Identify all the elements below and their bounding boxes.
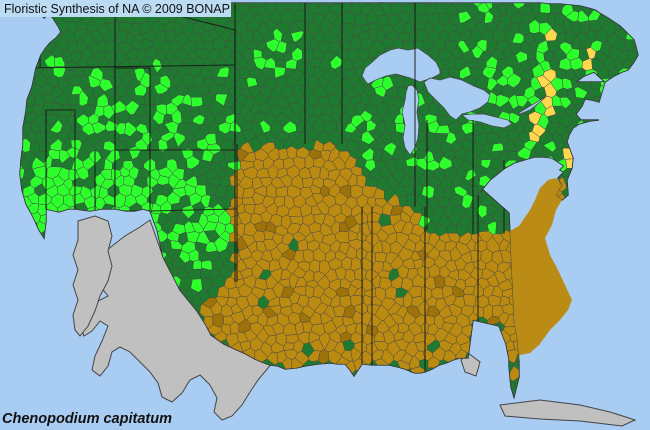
svg-text:Floristic Synthesis of NA © 20: Floristic Synthesis of NA © 2009 BONAP bbox=[4, 2, 230, 16]
svg-text:Chenopodium capitatum: Chenopodium capitatum bbox=[2, 411, 172, 427]
